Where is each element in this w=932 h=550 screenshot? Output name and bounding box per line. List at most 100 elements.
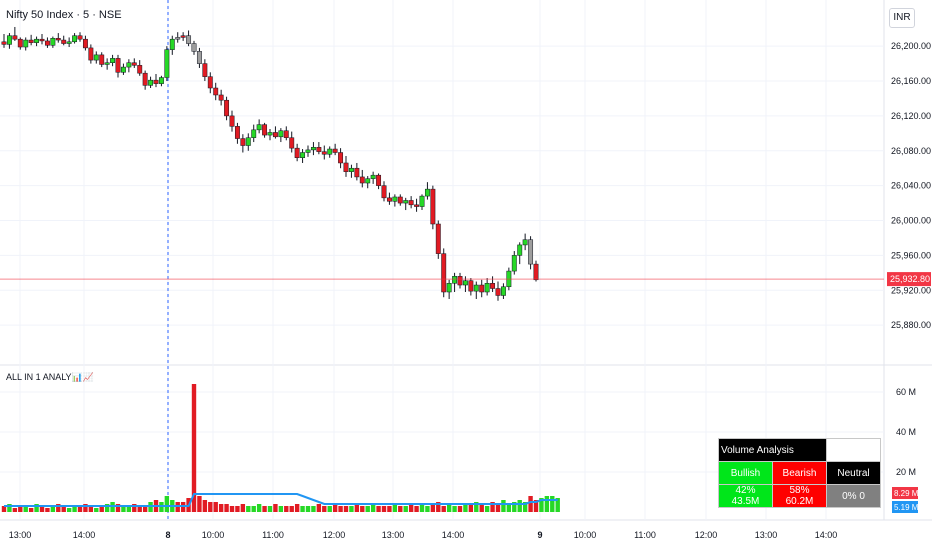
price-candles: [1, 26, 539, 301]
time-axis[interactable]: 13:00 14:00 8 10:00 11:00 12:00 13:00 14:00 9 10:…: [9, 530, 838, 540]
candle-body: [354, 167, 360, 178]
price-tick-label: 26,040.00: [891, 181, 931, 191]
candle-body: [23, 39, 29, 48]
volume-bar: [300, 506, 305, 512]
time-tick-label: 8: [165, 530, 170, 540]
volume-bar: [316, 504, 322, 512]
volume-axis[interactable]: 60 M 40 M 20 M: [896, 387, 916, 477]
candle-body: [267, 132, 273, 136]
volume-bar: [360, 506, 365, 512]
volume-bar: [251, 506, 256, 512]
candle-body: [240, 138, 246, 146]
bearish-value: 58% 60.2M: [772, 484, 827, 508]
candle-body: [533, 263, 539, 281]
bullish-header: Bullish: [718, 461, 773, 485]
axis-labels: 25,932.80 8.29 M 5.19 M: [887, 272, 931, 513]
time-tick-label: 11:00: [634, 530, 656, 540]
candle-body: [158, 77, 164, 84]
volume-bar: [39, 506, 45, 512]
volume-bar: [343, 506, 349, 512]
volume-bar: [425, 506, 430, 512]
candle-body: [1, 41, 7, 45]
currency-button[interactable]: INR: [889, 8, 915, 28]
volume-tick-label: 60 M: [896, 387, 916, 397]
volume-bar: [327, 506, 332, 512]
volume-bar: [501, 500, 506, 512]
volume-tick-label: 40 M: [896, 427, 916, 437]
candle-body: [126, 62, 132, 68]
time-tick-label: 10:00: [574, 530, 597, 540]
candle-body: [343, 162, 349, 172]
volume-bar: [208, 502, 213, 512]
candle-body: [12, 35, 18, 40]
volume-bar: [533, 500, 539, 512]
volume-bar: [12, 508, 18, 512]
time-tick-label: 11:00: [262, 530, 284, 540]
volume-bar: [88, 506, 94, 512]
volume-bar: [235, 506, 240, 512]
volume-ma-label: 5.19 M: [894, 503, 919, 512]
price-axis[interactable]: 26,200.00 26,160.00 26,120.00 26,080.00 26,0…: [891, 41, 931, 330]
last-price-tag: [887, 272, 931, 287]
candle-body: [522, 239, 528, 246]
indicator-title[interactable]: ALL IN 1 ANALY📊📈: [6, 372, 94, 382]
candle-body: [186, 35, 192, 44]
volume-bar: [7, 504, 12, 512]
candle-body: [99, 54, 105, 65]
candle-body: [332, 148, 338, 153]
volume-bar: [349, 506, 354, 512]
price-tick-label: 26,160.00: [891, 76, 931, 86]
neutral-value: 0% 0: [826, 484, 881, 508]
volume-bar: [446, 504, 452, 512]
candle-body: [72, 35, 78, 43]
candle-body: [500, 286, 506, 296]
candle-body: [392, 196, 398, 202]
volume-bar: [441, 506, 446, 512]
time-tick-label: 9: [537, 530, 542, 540]
candle-body: [256, 124, 262, 131]
candle-body: [262, 124, 268, 136]
candle-body: [386, 197, 392, 202]
price-tick-label: 26,080.00: [891, 146, 931, 156]
volume-analysis-table: Volume Analysis Bullish Bearish Neutral …: [718, 438, 881, 508]
candle-body: [39, 38, 45, 42]
candle-body: [348, 167, 354, 172]
volume-bar: [522, 502, 528, 512]
time-tick-label: 13:00: [755, 530, 778, 540]
time-tick-label: 12:00: [695, 530, 718, 540]
time-tick-label: 14:00: [73, 530, 96, 540]
volume-bar: [142, 506, 148, 512]
candle-body: [224, 99, 230, 117]
volume-last-tag: [892, 487, 918, 499]
candle-body: [229, 115, 235, 127]
candle-body: [441, 253, 447, 293]
volume-bar: [474, 502, 479, 512]
candle-body: [381, 185, 387, 199]
volume-table-title: Volume Analysis: [718, 438, 827, 462]
time-tick-label: 14:00: [815, 530, 838, 540]
candle-body: [66, 41, 72, 44]
candle-body: [430, 188, 436, 225]
volume-bar: [289, 506, 294, 512]
volume-bar: [457, 506, 463, 512]
price-tick-label: 26,120.00: [891, 111, 931, 121]
volume-bar: [229, 506, 235, 512]
candle-body: [164, 49, 170, 78]
symbol-title[interactable]: Nifty 50 Index · 5 · NSE: [6, 9, 122, 21]
candle-body: [93, 54, 99, 61]
volume-bar: [332, 504, 338, 512]
volume-bar: [1, 506, 7, 512]
candle-body: [316, 147, 322, 152]
volume-bar: [28, 508, 34, 512]
candle-body: [365, 178, 371, 184]
volume-bar: [104, 504, 110, 512]
candle-body: [419, 195, 425, 207]
candle-body: [191, 43, 197, 52]
volume-bar: [370, 504, 376, 512]
volume-bar: [414, 506, 419, 512]
candle-body: [468, 280, 474, 292]
price-tick-label: 26,000.00: [891, 216, 931, 226]
candle-body: [6, 35, 12, 45]
candle-body: [370, 174, 376, 179]
